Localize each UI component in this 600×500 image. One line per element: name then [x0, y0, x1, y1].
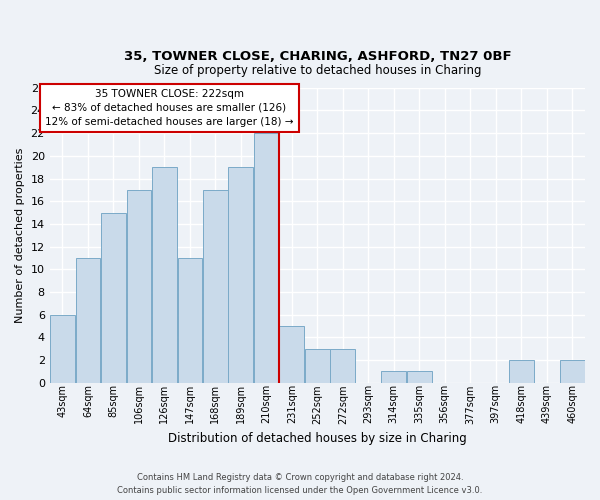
Bar [254, 133, 279, 383]
Title: 35, TOWNER CLOSE, CHARING, ASHFORD, TN27 0BF: 35, TOWNER CLOSE, CHARING, ASHFORD, TN27… [124, 50, 511, 63]
Bar [152, 167, 177, 383]
Bar [280, 326, 304, 383]
Bar [50, 314, 75, 383]
Bar [229, 167, 253, 383]
Bar [331, 348, 355, 383]
Y-axis label: Number of detached properties: Number of detached properties [15, 148, 25, 323]
Bar [305, 348, 329, 383]
Text: Size of property relative to detached houses in Charing: Size of property relative to detached ho… [154, 64, 481, 78]
Bar [76, 258, 100, 383]
Text: 35 TOWNER CLOSE: 222sqm
← 83% of detached houses are smaller (126)
12% of semi-d: 35 TOWNER CLOSE: 222sqm ← 83% of detache… [45, 89, 294, 127]
Text: Contains HM Land Registry data © Crown copyright and database right 2024.
Contai: Contains HM Land Registry data © Crown c… [118, 473, 482, 495]
Bar [382, 372, 406, 383]
Bar [560, 360, 584, 383]
Bar [509, 360, 533, 383]
Bar [178, 258, 202, 383]
Bar [127, 190, 151, 383]
Bar [101, 212, 126, 383]
X-axis label: Distribution of detached houses by size in Charing: Distribution of detached houses by size … [168, 432, 467, 445]
Bar [203, 190, 228, 383]
Bar [407, 372, 431, 383]
